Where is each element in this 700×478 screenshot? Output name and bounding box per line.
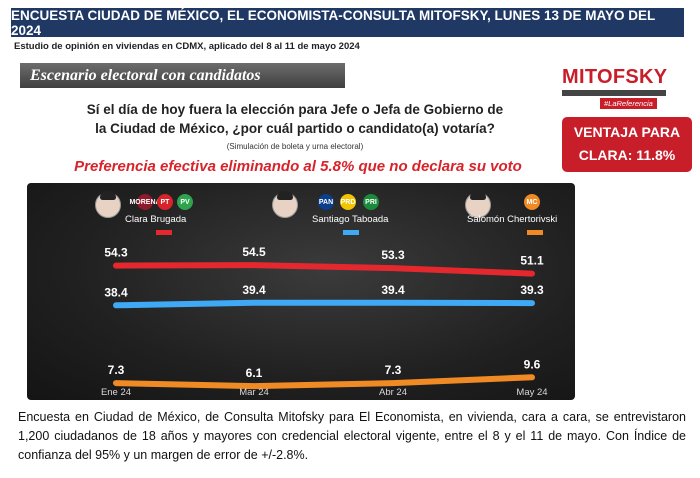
data-label-clara-brugada: 54.5 (242, 245, 266, 259)
party-logo-icon: PAN (318, 194, 334, 210)
x-tick-label: Ene 24 (101, 387, 131, 398)
data-label-salomón-chertorivski: 7.3 (108, 363, 125, 377)
scenario-label: Escenario electoral con candidatos (20, 63, 345, 88)
series-line-clara-brugada (113, 262, 535, 277)
candidate-name-salomón-chertorivski: Salomón Chertorivski (467, 214, 558, 225)
simulation-note: (Simulación de boleta y urna electoral) (226, 142, 364, 151)
data-label-salomón-chertorivski: 9.6 (524, 357, 541, 371)
survey-subtitle: Estudio de opinión en viviendas en CDMX,… (14, 41, 360, 52)
party-logo-icon: MC (524, 194, 540, 210)
x-tick-label: Mar 24 (239, 387, 269, 398)
legend-swatch-santiago-taboada (343, 230, 359, 235)
mitofsky-logo: MITOFSKY #LaReferencia (560, 60, 672, 112)
data-label-santiago-taboada: 38.4 (104, 285, 128, 299)
question-text: Sí el día de hoy fuera la elección para … (60, 100, 530, 138)
party-logo-icon: PRD (340, 194, 356, 210)
data-label-santiago-taboada: 39.3 (520, 283, 544, 297)
data-label-salomón-chertorivski: 6.1 (246, 366, 263, 380)
data-label-clara-brugada: 53.3 (381, 248, 405, 262)
logo-brand: MITOFSKY (562, 66, 668, 88)
party-logo-icon: PT (157, 194, 173, 210)
legend-swatch-salomón-chertorivski (527, 230, 543, 235)
preference-note: Preferencia efectiva eliminando al 5.8% … (74, 158, 522, 175)
report-header: ENCUESTA CIUDAD DE MÉXICO, EL ECONOMISTA… (11, 8, 684, 38)
logo-tag: #LaReferencia (600, 98, 657, 109)
chart-panel: 54.3 54.5 53.3 51.1 38.4 39.4 39.4 39.3 7.3 6.1 7.… (27, 183, 575, 400)
lead-line-2: CLARA: 11.8% (578, 147, 676, 163)
candidate-photo-santiago-taboada (272, 191, 298, 218)
data-label-salomón-chertorivski: 7.3 (385, 363, 402, 377)
x-tick-label: May 24 (516, 387, 547, 398)
x-tick-label: Abr 24 (379, 387, 407, 398)
lead-box: VENTAJA PARA CLARA: 11.8% (562, 117, 692, 172)
candidate-name-clara-brugada: Clara Brugada (125, 214, 187, 225)
candidate-photo-salomón-chertorivski (465, 191, 491, 218)
legend-swatch-clara-brugada (156, 230, 172, 235)
candidate-photo-clara-brugada (95, 191, 121, 218)
data-label-santiago-taboada: 39.4 (381, 283, 405, 297)
data-label-clara-brugada: 54.3 (104, 246, 128, 260)
question-line-2: la Ciudad de México, ¿por cuál partido o… (95, 121, 495, 136)
logo-stripe (562, 90, 666, 96)
lead-line-1: VENTAJA PARA (573, 124, 681, 140)
data-label-clara-brugada: 51.1 (520, 254, 544, 268)
methodology-footer: Encuesta en Ciudad de México, de Consult… (18, 410, 686, 462)
trend-chart: 54.3 54.5 53.3 51.1 38.4 39.4 39.4 39.3 7.3 6.1 7.… (101, 245, 548, 398)
party-logo-icon: PRI (363, 194, 379, 210)
party-logo-icon: PV (177, 194, 193, 210)
candidate-name-santiago-taboada: Santiago Taboada (312, 214, 389, 225)
series-line-salomón-chertorivski (113, 374, 535, 390)
party-logo-icon: MORENA (129, 194, 161, 210)
question-line-1: Sí el día de hoy fuera la elección para … (86, 102, 504, 117)
data-label-santiago-taboada: 39.4 (242, 283, 266, 297)
series-line-santiago-taboada (113, 299, 535, 309)
